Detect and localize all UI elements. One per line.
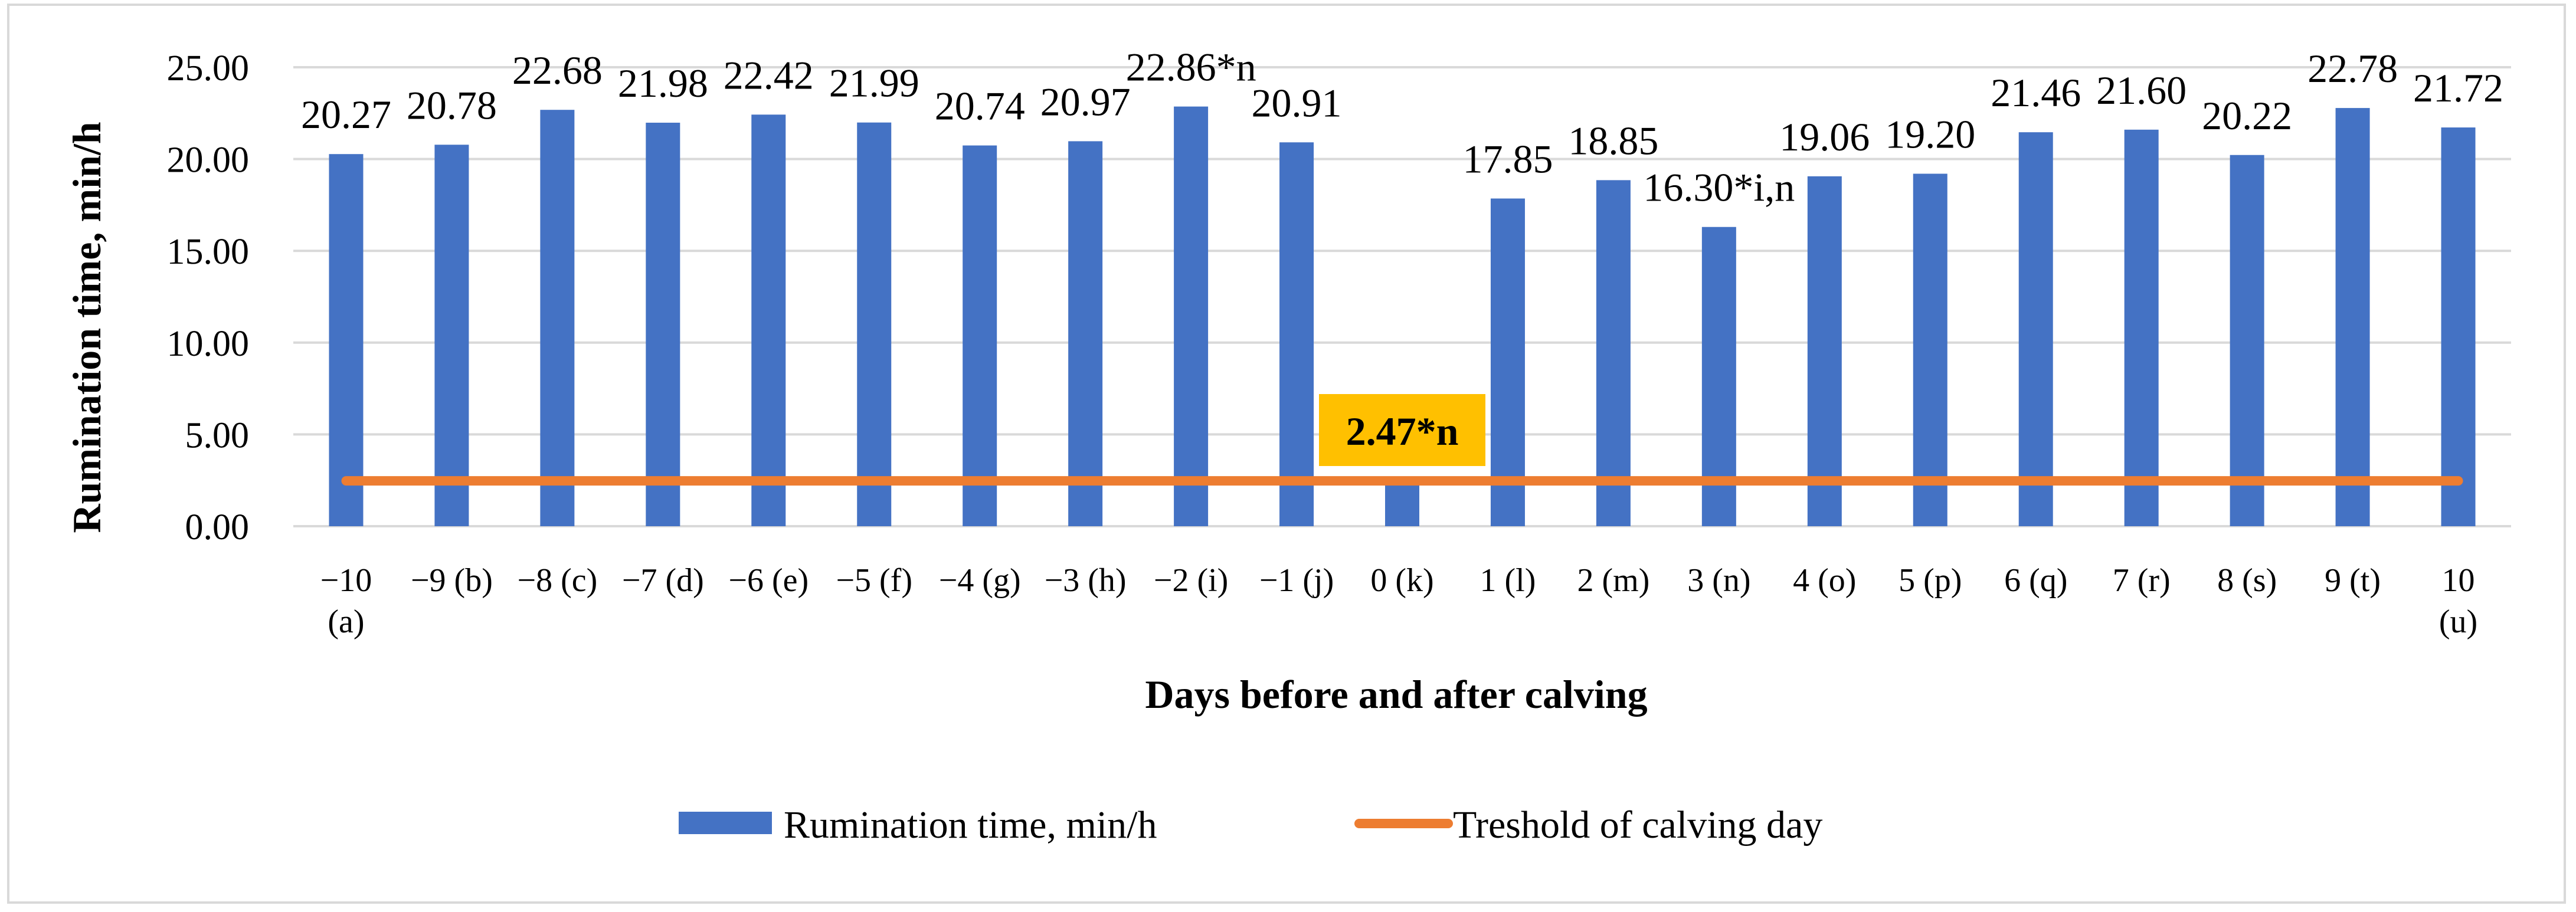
x-tick-label: −5 (f)	[836, 562, 912, 599]
bar	[1385, 481, 1419, 526]
y-axis-title: Rumination time, min/h	[64, 122, 109, 533]
bar	[1913, 173, 1947, 527]
data-label: 18.85	[1568, 118, 1658, 163]
y-tick-label: 0.00	[185, 507, 250, 547]
x-tick-label: 0 (k)	[1370, 562, 1433, 599]
x-tick-label: 9 (t)	[2325, 562, 2381, 599]
data-label: 21.98	[618, 61, 708, 106]
bar	[434, 145, 469, 526]
data-label: 22.78	[2307, 46, 2398, 91]
highlight-label-box	[1319, 394, 1485, 466]
y-tick-label: 10.00	[167, 324, 250, 364]
data-label: 19.06	[1779, 114, 1870, 159]
bar	[857, 122, 892, 526]
x-tick-label: 1 (l)	[1480, 562, 1536, 599]
x-tick-label: 3 (n)	[1687, 562, 1750, 599]
bar-series	[329, 106, 2476, 527]
bar	[1068, 141, 1103, 527]
data-label: 20.97	[1040, 79, 1131, 124]
legend-bar-swatch	[679, 812, 772, 834]
x-tick-label: −3 (h)	[1045, 562, 1127, 599]
x-axis-title: Days before and after calving	[1145, 672, 1647, 717]
x-tick-label: −10	[320, 562, 372, 599]
bar	[2124, 129, 2159, 527]
data-label: 22.86*n	[1126, 45, 1256, 90]
bar	[1596, 180, 1631, 526]
legend-bar-label: Rumination time, min/h	[784, 803, 1157, 847]
x-tick-label: −1 (j)	[1259, 562, 1334, 599]
x-tick-label: −9 (b)	[411, 562, 493, 599]
x-tick-label: −2 (i)	[1154, 562, 1228, 599]
data-label: 22.68	[512, 48, 603, 93]
bar	[540, 110, 575, 527]
data-label: 20.22	[2202, 93, 2292, 138]
bar	[1279, 142, 1314, 526]
bar	[751, 114, 786, 526]
x-axis-ticks: −10 (a) −9 (b) −8 (c) −7 (d) −6 (e) −5 (f) −4 (…	[320, 562, 2477, 640]
bar	[2230, 155, 2264, 526]
x-tick-label: −6 (e)	[728, 562, 809, 599]
bar	[2335, 108, 2370, 526]
x-tick-label: −4 (g)	[939, 562, 1021, 599]
data-label: 16.30*i,n	[1643, 165, 1795, 210]
bar	[329, 154, 364, 526]
bar	[646, 122, 680, 526]
data-label: 20.78	[407, 83, 497, 127]
data-label: 20.91	[1252, 80, 1342, 125]
x-tick-label: (a)	[328, 603, 364, 640]
x-tick-label: −8 (c)	[518, 562, 598, 599]
x-tick-label: 8 (s)	[2217, 562, 2277, 599]
y-axis-ticks: 0.00 5.00 10.00 15.00 20.00 25.00	[167, 48, 250, 547]
data-label-highlight: 2.47*n	[1346, 409, 1459, 454]
x-tick-label: 2 (m)	[1577, 562, 1649, 599]
x-tick-label: 5 (p)	[1899, 562, 1962, 599]
y-tick-label: 15.00	[167, 232, 250, 272]
data-label: 22.42	[724, 53, 814, 97]
data-labels: 20.27 20.78 22.68 21.98 22.42 21.99 20.74 20.97…	[301, 45, 2503, 466]
x-tick-label: 4 (o)	[1793, 562, 1856, 599]
bar	[963, 145, 997, 527]
bar	[1807, 176, 1842, 527]
x-tick-label: 6 (q)	[2004, 562, 2067, 599]
bar	[2441, 127, 2476, 526]
data-label: 19.20	[1885, 111, 1975, 156]
data-label: 20.74	[935, 84, 1025, 129]
data-label: 17.85	[1462, 137, 1553, 182]
y-tick-label: 5.00	[185, 415, 250, 455]
legend: Rumination time, min/h Treshold of calvin…	[679, 803, 1822, 847]
data-label: 21.99	[829, 61, 919, 106]
data-label: 21.60	[2096, 68, 2187, 113]
data-label: 21.72	[2413, 65, 2503, 110]
x-tick-label: −7 (d)	[622, 562, 704, 599]
x-tick-label: 7 (r)	[2113, 562, 2171, 599]
x-tick-label: (u)	[2439, 603, 2477, 640]
legend-line-label: Treshold of calving day	[1453, 803, 1822, 847]
y-tick-label: 25.00	[167, 48, 250, 88]
data-label: 20.27	[301, 92, 391, 137]
data-label: 21.46	[1991, 70, 2081, 115]
y-tick-label: 20.00	[167, 140, 250, 181]
x-tick-label: 10	[2442, 562, 2475, 599]
bar	[2018, 132, 2053, 526]
bar	[1174, 106, 1209, 526]
bar	[1490, 198, 1525, 526]
